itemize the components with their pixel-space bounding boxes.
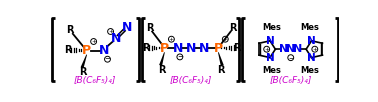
- Text: N: N: [286, 44, 295, 54]
- Text: Mes: Mes: [301, 23, 319, 32]
- Polygon shape: [81, 54, 87, 68]
- Text: [B(C₆F₅)₄]: [B(C₆F₅)₄]: [169, 76, 212, 85]
- Text: R: R: [233, 43, 240, 53]
- Text: R: R: [64, 45, 71, 55]
- Text: N: N: [98, 44, 109, 57]
- Text: N: N: [186, 42, 197, 55]
- Text: +: +: [108, 29, 113, 34]
- Text: R: R: [66, 25, 73, 35]
- Polygon shape: [218, 52, 224, 66]
- Text: R: R: [158, 65, 166, 75]
- Text: −: −: [288, 55, 293, 60]
- Text: [B(C₆F₅)₄]: [B(C₆F₅)₄]: [270, 76, 312, 85]
- Text: N: N: [111, 32, 121, 45]
- Text: −: −: [177, 54, 183, 60]
- Text: R: R: [217, 65, 225, 75]
- Text: N: N: [173, 42, 183, 55]
- Text: [B(C₆F₅)₄]: [B(C₆F₅)₄]: [74, 76, 116, 85]
- Text: N: N: [266, 36, 274, 46]
- Text: +: +: [169, 37, 174, 42]
- Text: R: R: [142, 43, 150, 53]
- Text: N: N: [279, 44, 288, 54]
- Text: Mes: Mes: [301, 66, 319, 75]
- Text: R: R: [146, 23, 153, 33]
- Text: N: N: [293, 44, 302, 54]
- Text: +: +: [223, 37, 228, 42]
- Text: R: R: [229, 23, 237, 33]
- Text: +: +: [313, 47, 317, 52]
- Text: Mes: Mes: [262, 66, 281, 75]
- Text: R: R: [79, 67, 87, 77]
- Text: +: +: [264, 47, 269, 52]
- Text: Mes: Mes: [262, 23, 281, 32]
- Text: +: +: [91, 39, 96, 44]
- Polygon shape: [159, 52, 165, 66]
- Text: N: N: [307, 36, 316, 46]
- Text: N: N: [122, 21, 132, 34]
- Text: N: N: [307, 53, 316, 63]
- Text: P: P: [82, 44, 91, 57]
- Text: N: N: [266, 53, 274, 63]
- Text: P: P: [160, 42, 169, 55]
- Text: P: P: [214, 42, 223, 55]
- Text: N: N: [199, 42, 210, 55]
- Text: −: −: [105, 56, 110, 62]
